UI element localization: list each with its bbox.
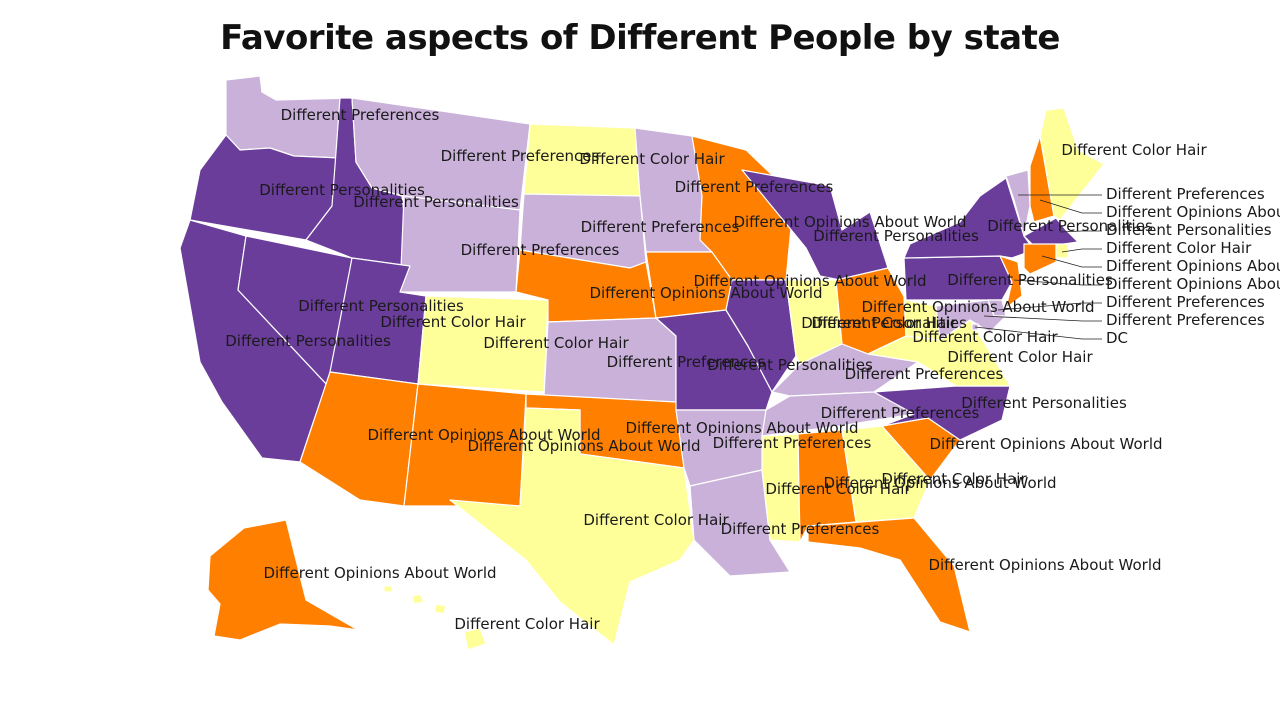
state-label-ny: Different Personalities — [987, 217, 1153, 235]
state-label-al: Different Opinions About World — [823, 474, 1056, 492]
state-vt — [1005, 169, 1031, 237]
map-title: Favorite aspects of Different People by … — [220, 18, 1060, 58]
state-label-md: Different Preferences — [1106, 311, 1265, 329]
state-label-sd: Different Preferences — [581, 218, 740, 236]
leader-line-nj — [1013, 279, 1102, 286]
state-label-ri: Different Color Hair — [1106, 239, 1252, 257]
state-label-wi: Different Opinions About World — [733, 213, 966, 231]
state-label-la: Different Preferences — [721, 520, 880, 538]
state-label-ct: Different Opinions About World — [1106, 257, 1280, 275]
state-label-sc: Different Opinions About World — [929, 435, 1162, 453]
state-label-ok: Different Opinions About World — [625, 419, 858, 437]
state-label-ut: Different Color Hair — [380, 313, 526, 331]
state-label-ar: Different Preferences — [713, 434, 872, 452]
leader-line-md — [983, 315, 1102, 322]
state-hi — [383, 585, 487, 651]
state-label-ms: Different Color Hair — [765, 480, 911, 498]
state-label-tx: Different Color Hair — [583, 511, 729, 529]
state-label-wv: Different Color Hair — [912, 328, 1058, 346]
state-label-ma: Different Personalities — [1106, 221, 1272, 239]
state-nj — [999, 255, 1023, 309]
leader-line-ct — [1041, 255, 1102, 268]
state-label-nc: Different Personalities — [961, 394, 1127, 412]
state-label-ne: Different Opinions About World — [589, 284, 822, 302]
state-label-fl: Different Opinions About World — [928, 556, 1161, 574]
leader-line-nh — [1039, 199, 1102, 214]
state-label-mt: Different Preferences — [441, 147, 600, 165]
state-label-mi: Different Personalities — [813, 227, 979, 245]
state-fl — [807, 517, 971, 633]
state-label-mo: Different Personalities — [707, 356, 873, 374]
state-label-pa: Different Personalities — [947, 271, 1113, 289]
state-label-wy: Different Preferences — [461, 241, 620, 259]
state-label-hi: Different Color Hair — [454, 615, 600, 633]
state-label-ks: Different Preferences — [607, 353, 766, 371]
state-label-az: Different Opinions About World — [367, 426, 600, 444]
state-label-mn: Different Preferences — [675, 178, 834, 196]
state-label-ia: Different Opinions About World — [693, 272, 926, 290]
leader-line-de — [997, 302, 1102, 311]
state-label-oh: Different Opinions About World — [861, 298, 1094, 316]
state-ga — [841, 425, 931, 523]
state-label-de: Different Preferences — [1106, 293, 1265, 311]
leader-lines — [974, 194, 1102, 340]
state-label-or: Different Personalities — [259, 181, 425, 199]
state-ak — [207, 519, 359, 641]
state-label-ga: Different Color Hair — [881, 470, 1027, 488]
state-md — [935, 299, 1007, 341]
state-label-nd: Different Color Hair — [579, 150, 725, 168]
state-label-nj: Different Opinions About World — [1106, 275, 1280, 293]
leader-line-ri — [1061, 248, 1102, 253]
state-ms — [761, 433, 801, 543]
state-label-tn: Different Preferences — [821, 404, 980, 422]
state-label-vt: Different Preferences — [1106, 185, 1265, 203]
state-me — [1039, 107, 1105, 221]
state-label-co: Different Color Hair — [483, 334, 629, 352]
state-label-wa: Different Preferences — [281, 106, 440, 124]
leader-line-dc — [974, 326, 1102, 340]
state-label-ak: Different Opinions About World — [263, 564, 496, 582]
state-label-ky: Different Preferences — [845, 365, 1004, 383]
state-label-in: Different Color Hair — [811, 314, 957, 332]
state-label-va: Different Color Hair — [947, 348, 1093, 366]
state-label-nh: Different Opinions About World — [1106, 203, 1280, 221]
state-label-me: Different Color Hair — [1061, 141, 1207, 159]
state-nh — [1029, 135, 1055, 223]
state-label-nv: Different Personalities — [298, 297, 464, 315]
state-ny — [903, 177, 1035, 259]
state-tx — [449, 407, 695, 646]
state-label-il: Different Personalities — [801, 314, 967, 332]
leader-line-ma — [1059, 230, 1102, 233]
state-label-dc: DC — [1106, 329, 1128, 347]
state-label-nm: Different Opinions About World — [467, 437, 700, 455]
state-label-ca: Different Personalities — [225, 332, 391, 350]
states-layer — [179, 75, 1105, 651]
state-ct — [1023, 243, 1057, 275]
state-label-id: Different Personalities — [353, 193, 519, 211]
